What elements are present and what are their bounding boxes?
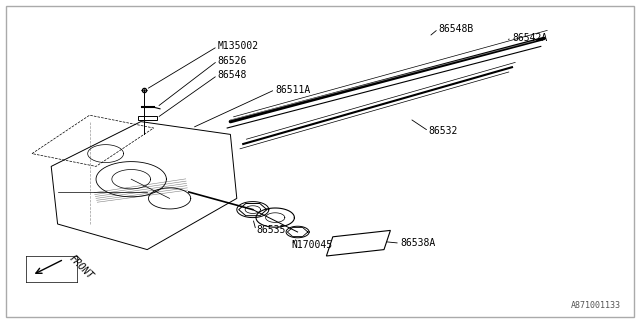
Text: FRONT: FRONT [67,253,95,281]
Text: M135002: M135002 [218,41,259,52]
Text: 86535: 86535 [256,225,285,236]
Text: 86548: 86548 [218,70,247,80]
Text: 86526: 86526 [218,56,247,66]
Text: 86511A: 86511A [275,84,310,95]
Text: N170045: N170045 [291,240,332,250]
Text: A871001133: A871001133 [571,301,621,310]
Text: 86538A: 86538A [400,238,435,248]
Text: 86548B: 86548B [438,24,474,34]
Bar [138,116,157,120]
Text: 86532: 86532 [429,126,458,136]
Text: 86542A: 86542A [512,33,547,44]
